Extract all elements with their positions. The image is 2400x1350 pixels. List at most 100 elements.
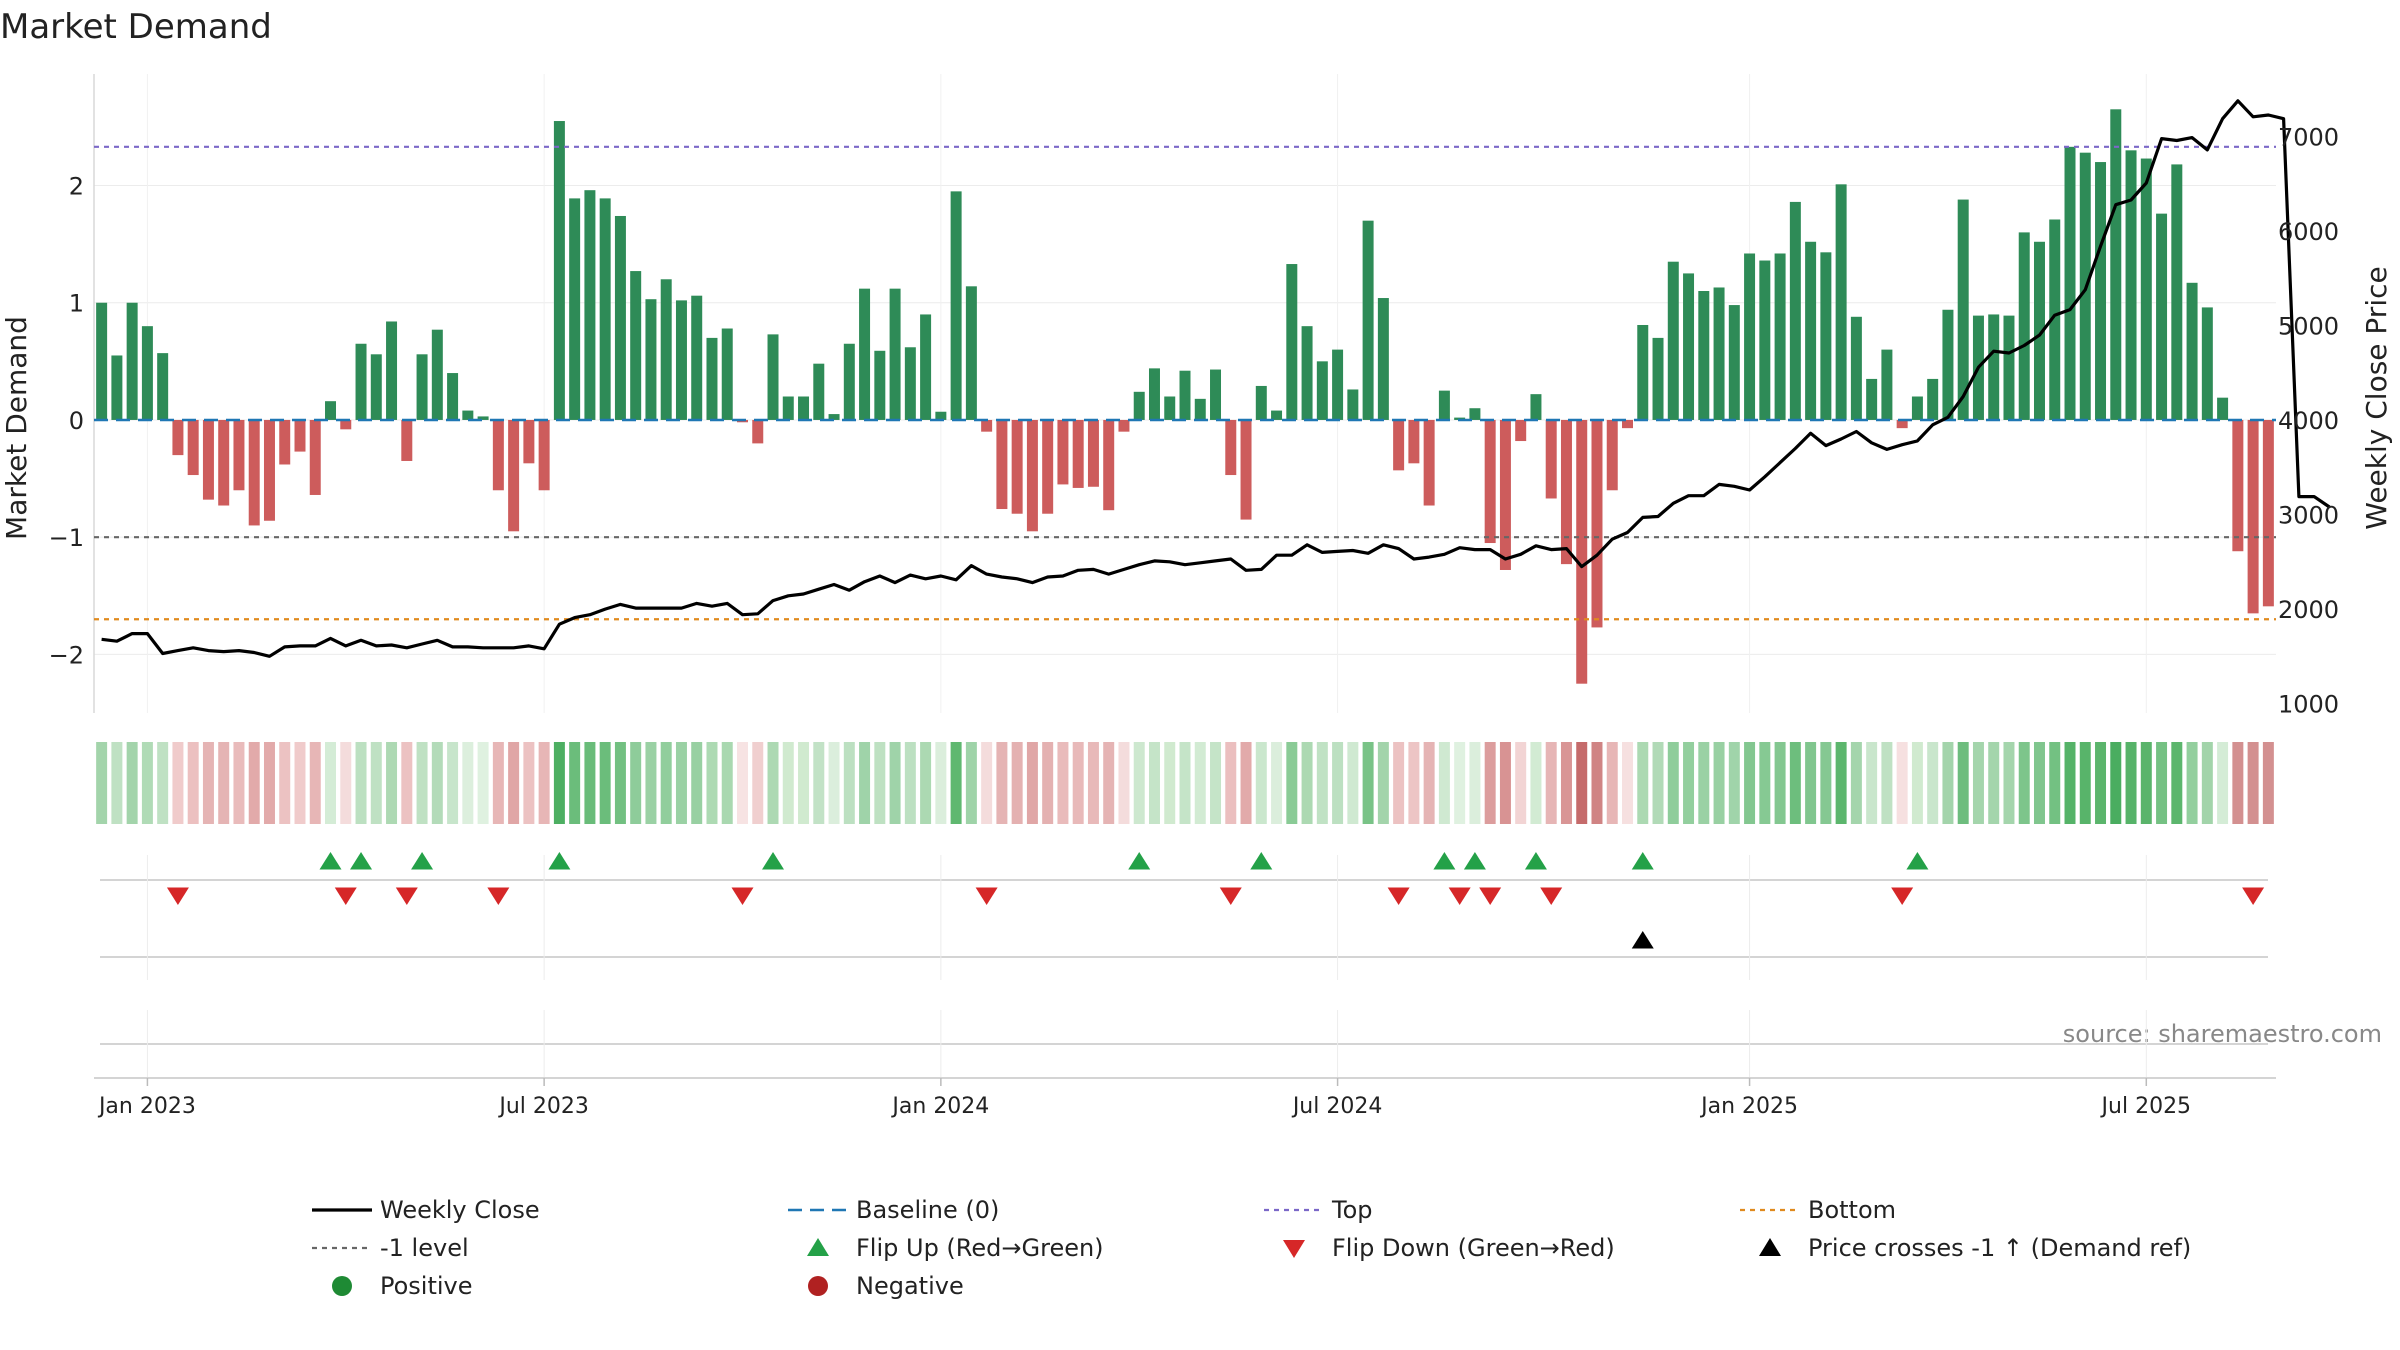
demand-bar-positive [2033, 241, 2045, 420]
demand-bar-positive [1652, 337, 1664, 420]
demand-strip-cell [1896, 742, 1908, 824]
demand-bar-positive [1789, 201, 1801, 420]
y-left-tick-label: 2 [69, 173, 84, 201]
demand-bar-positive [1820, 252, 1832, 420]
demand-strip-cell [721, 742, 733, 824]
flip-down-marker [334, 887, 357, 905]
demand-bar-positive [157, 353, 169, 420]
demand-strip-cell [508, 742, 520, 824]
demand-strip-cell [309, 742, 321, 824]
demand-bar-negative [309, 419, 321, 495]
x-tick-label: Jan 2025 [1699, 1094, 1798, 1119]
demand-bar-negative [1499, 419, 1511, 570]
demand-strip-cell [569, 742, 581, 824]
demand-strip-cell [2232, 742, 2244, 824]
demand-strip-cell [1316, 742, 1328, 824]
demand-strip-cell [202, 742, 214, 824]
flip-up-marker [548, 852, 571, 870]
demand-bar-negative [1606, 419, 1618, 491]
demand-bar-positive [1469, 408, 1481, 420]
demand-strip-cell [1042, 742, 1054, 824]
demand-strip-cell [370, 742, 382, 824]
flip-down-marker [1891, 887, 1914, 905]
demand-bar-positive [370, 354, 382, 420]
demand-strip-cell [1515, 742, 1527, 824]
demand-strip-cell [1866, 742, 1878, 824]
demand-strip-cell [584, 742, 596, 824]
demand-strip-cell [614, 742, 626, 824]
demand-bar-negative [1072, 419, 1084, 488]
flip-up-marker [1128, 852, 1151, 870]
demand-bar-positive [920, 314, 932, 420]
demand-strip-cell [920, 742, 932, 824]
demand-strip-cell [1774, 742, 1786, 824]
demand-bar-negative [279, 419, 291, 465]
demand-strip-cell [1988, 742, 2000, 824]
demand-strip-cell [1271, 742, 1283, 824]
demand-bar-positive [1866, 378, 1878, 420]
flip-down-marker [2242, 887, 2265, 905]
y-left-tick-label: 1 [69, 290, 84, 318]
demand-bar-positive [1347, 389, 1359, 420]
demand-strip-cell [218, 742, 230, 824]
demand-bar-positive [355, 343, 367, 420]
demand-strip-cell [965, 742, 977, 824]
demand-strip-cell [1026, 742, 1038, 824]
demand-bar-positive [1850, 316, 1862, 420]
demand-strip-cell [447, 742, 459, 824]
flip-down-marker [487, 887, 510, 905]
demand-strip-cell [1820, 742, 1832, 824]
demand-strip-cell [1332, 742, 1344, 824]
demand-strip-cell [1377, 742, 1389, 824]
demand-strip-cell [172, 742, 184, 824]
demand-bar-positive [1133, 391, 1145, 420]
demand-bar-positive [706, 337, 718, 420]
demand-strip-cell [798, 742, 810, 824]
flip-down-marker [1540, 887, 1563, 905]
demand-strip-cell [1759, 742, 1771, 824]
demand-bar-negative [1591, 419, 1603, 628]
demand-strip-cell [1347, 742, 1359, 824]
demand-strip-cell [1438, 742, 1450, 824]
demand-bar-positive [1683, 273, 1695, 420]
demand-strip-cell [1408, 742, 1420, 824]
demand-strip-cell [1683, 742, 1695, 824]
demand-bar-positive [645, 299, 657, 420]
demand-bar-negative [218, 419, 230, 506]
demand-strip-cell [1148, 742, 1160, 824]
demand-strip-cell [248, 742, 260, 824]
demand-bar-negative [248, 419, 260, 526]
demand-strip-cell [1805, 742, 1817, 824]
demand-bar-negative [202, 419, 214, 500]
demand-strip-cell [492, 742, 504, 824]
demand-bar-positive [1271, 410, 1283, 420]
demand-bar-positive [1805, 241, 1817, 420]
demand-bar-negative [1026, 419, 1038, 532]
demand-bar-positive [2171, 164, 2183, 420]
demand-bar-positive [798, 396, 810, 420]
demand-strip-cell [1179, 742, 1191, 824]
demand-strip-cell [828, 742, 840, 824]
demand-bar-negative [233, 419, 245, 491]
demand-strip-cell [2049, 742, 2061, 824]
demand-bar-positive [1362, 220, 1374, 420]
demand-bar-negative [263, 419, 275, 521]
demand-strip-cell [981, 742, 993, 824]
demand-bar-positive [431, 329, 443, 420]
demand-strip-cell [2262, 742, 2274, 824]
demand-strip-cell [325, 742, 337, 824]
demand-bar-positive [1164, 396, 1176, 420]
demand-bar-negative [752, 419, 764, 444]
demand-strip-cell [2003, 742, 2015, 824]
price-cross-marker [1631, 931, 1654, 949]
demand-strip-cell [737, 742, 748, 824]
x-tick-label: Jul 2023 [497, 1094, 589, 1119]
demand-bar-negative [1545, 419, 1557, 499]
flip-up-marker [350, 852, 373, 870]
flip-up-marker [411, 852, 434, 870]
demand-strip-cell [1667, 742, 1679, 824]
demand-bar-positive [904, 347, 916, 420]
demand-strip-cell [1133, 742, 1145, 824]
demand-strip-cell [1637, 742, 1649, 824]
demand-bar-negative [401, 419, 413, 461]
